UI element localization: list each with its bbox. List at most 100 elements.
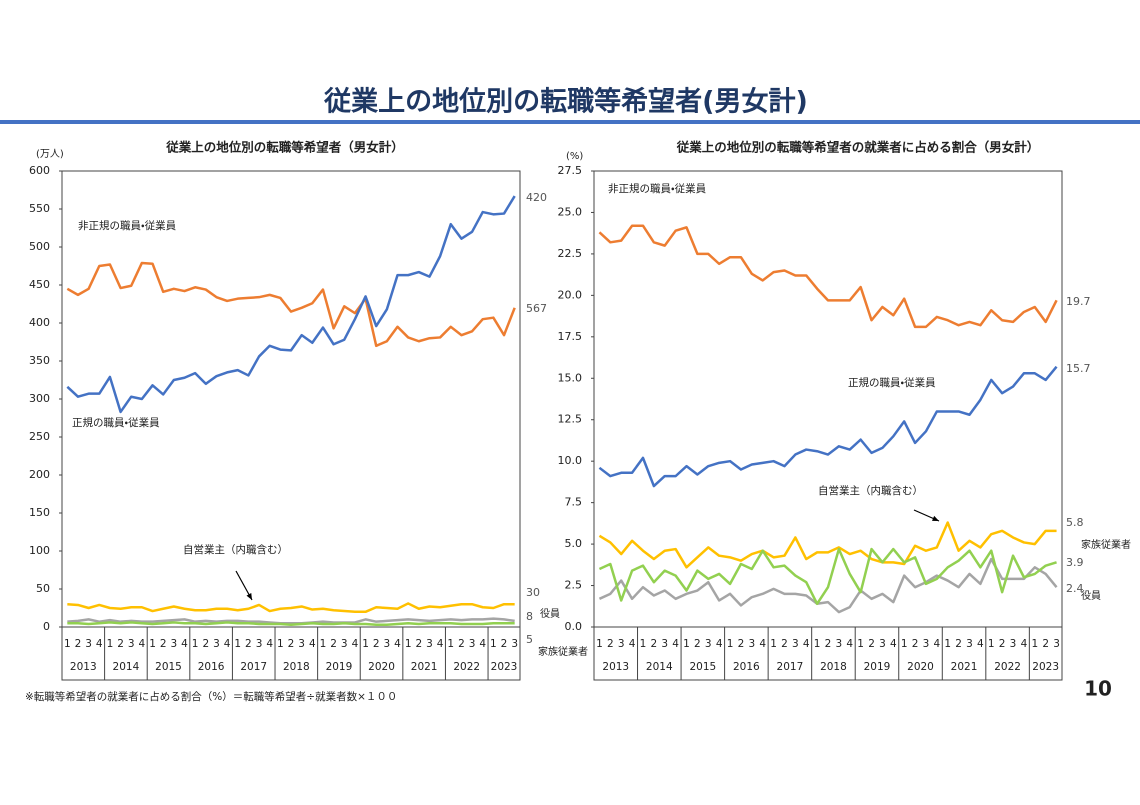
year-label: 2022 <box>994 661 1021 673</box>
x-tick-label: 1 <box>944 638 951 650</box>
x-tick-label: 1 <box>640 638 647 650</box>
x-tick-label: 3 <box>426 638 433 650</box>
y-tick-label: 150 <box>29 506 50 519</box>
x-tick-label: 2 <box>607 638 614 650</box>
x-tick-label: 3 <box>384 638 391 650</box>
y-tick-label: 7.5 <box>565 496 583 509</box>
x-tick-label: 2 <box>501 638 508 650</box>
page-title: 従業上の地位別の転職等希望者(男女計) <box>323 86 808 118</box>
x-tick-label: 2 <box>955 638 962 650</box>
series-label: 自営業主（内職含む） <box>183 543 288 556</box>
series-label: 家族従業者 <box>538 645 588 658</box>
x-tick-label: 3 <box>128 638 135 650</box>
y-tick-label: 200 <box>29 468 50 481</box>
series-line <box>598 547 1057 606</box>
x-tick-label: 4 <box>672 638 679 650</box>
x-tick-label: 1 <box>192 638 199 650</box>
series-label: 正規の職員・従業員 <box>848 376 936 389</box>
series-line <box>66 195 516 414</box>
x-tick-label: 3 <box>85 638 92 650</box>
x-tick-label: 3 <box>170 638 177 650</box>
plot-frame <box>61 170 521 681</box>
x-tick-label: 2 <box>75 638 82 650</box>
x-tick-label: 3 <box>836 638 843 650</box>
year-label: 2016 <box>198 661 225 673</box>
year-label: 2017 <box>240 661 267 673</box>
y-tick-label: 600 <box>29 164 50 177</box>
year-label: 2018 <box>283 661 310 673</box>
x-tick-label: 4 <box>846 638 853 650</box>
year-label: 2021 <box>411 661 438 673</box>
x-tick-label: 3 <box>966 638 973 650</box>
x-tick-label: 4 <box>139 638 146 650</box>
x-tick-label: 3 <box>511 638 518 650</box>
y-tick-label: 550 <box>29 202 50 215</box>
year-label: 2015 <box>155 661 182 673</box>
y-tick-label: 20.0 <box>558 288 583 301</box>
x-tick-label: 4 <box>309 638 316 650</box>
x-tick-label: 2 <box>651 638 658 650</box>
year-label: 2013 <box>602 661 629 673</box>
year-label: 2019 <box>864 661 891 673</box>
x-tick-label: 4 <box>716 638 723 650</box>
x-tick-label: 2 <box>694 638 701 650</box>
year-label: 2020 <box>368 661 395 673</box>
y-unit: (%) <box>566 151 583 162</box>
x-tick-label: 2 <box>415 638 422 650</box>
x-tick-label: 1 <box>814 638 821 650</box>
x-tick-label: 2 <box>868 638 875 650</box>
x-tick-label: 3 <box>469 638 476 650</box>
y-tick-label: 50 <box>36 582 50 595</box>
y-tick-label: 350 <box>29 354 50 367</box>
x-tick-label: 4 <box>629 638 636 650</box>
y-tick-label: 250 <box>29 430 50 443</box>
year-label: 2022 <box>453 661 480 673</box>
x-tick-label: 1 <box>988 638 995 650</box>
x-tick-label: 3 <box>618 638 625 650</box>
year-label: 2016 <box>733 661 760 673</box>
y-unit: (万人) <box>36 149 64 160</box>
x-tick-label: 2 <box>825 638 832 650</box>
year-label: 2017 <box>777 661 804 673</box>
x-tick-label: 4 <box>96 638 103 650</box>
x-tick-label: 1 <box>683 638 690 650</box>
x-tick-label: 1 <box>320 638 327 650</box>
x-tick-label: 4 <box>394 638 401 650</box>
series-line <box>598 224 1058 329</box>
y-tick-label: 25.0 <box>558 205 583 218</box>
x-tick-label: 4 <box>803 638 810 650</box>
series-label: 自営業主（内職含む） <box>818 484 923 497</box>
end-value-label: 5 <box>526 633 533 646</box>
x-tick-label: 1 <box>1031 638 1038 650</box>
series-line <box>66 261 516 348</box>
y-tick-label: 500 <box>29 240 50 253</box>
footnote: ※転職等希望者の就業者に占める割合（%）＝転職等希望者÷就業者数×１００ <box>25 690 397 703</box>
x-tick-label: 1 <box>447 638 454 650</box>
y-tick-label: 22.5 <box>558 247 583 260</box>
y-tick-label: 450 <box>29 278 50 291</box>
chart-title: 従業上の地位別の転職等希望者（男女計） <box>165 140 404 155</box>
y-tick-label: 12.5 <box>558 413 583 426</box>
x-tick-label: 2 <box>1042 638 1049 650</box>
y-tick-label: 2.5 <box>565 579 583 592</box>
x-tick-label: 2 <box>738 638 745 650</box>
x-tick-label: 4 <box>224 638 231 650</box>
x-tick-label: 2 <box>117 638 124 650</box>
x-tick-label: 1 <box>234 638 241 650</box>
x-tick-label: 2 <box>999 638 1006 650</box>
x-tick-label: 4 <box>437 638 444 650</box>
x-tick-label: 1 <box>405 638 412 650</box>
x-tick-label: 2 <box>202 638 209 650</box>
y-tick-label: 27.5 <box>558 164 583 177</box>
x-tick-label: 1 <box>277 638 284 650</box>
x-tick-label: 3 <box>748 638 755 650</box>
x-tick-label: 2 <box>245 638 252 650</box>
x-tick-label: 1 <box>727 638 734 650</box>
x-tick-label: 3 <box>1010 638 1017 650</box>
x-tick-label: 3 <box>298 638 305 650</box>
x-tick-label: 4 <box>933 638 940 650</box>
x-tick-label: 3 <box>213 638 220 650</box>
year-label: 2023 <box>1032 661 1059 673</box>
end-value-label: 8 <box>526 610 533 623</box>
